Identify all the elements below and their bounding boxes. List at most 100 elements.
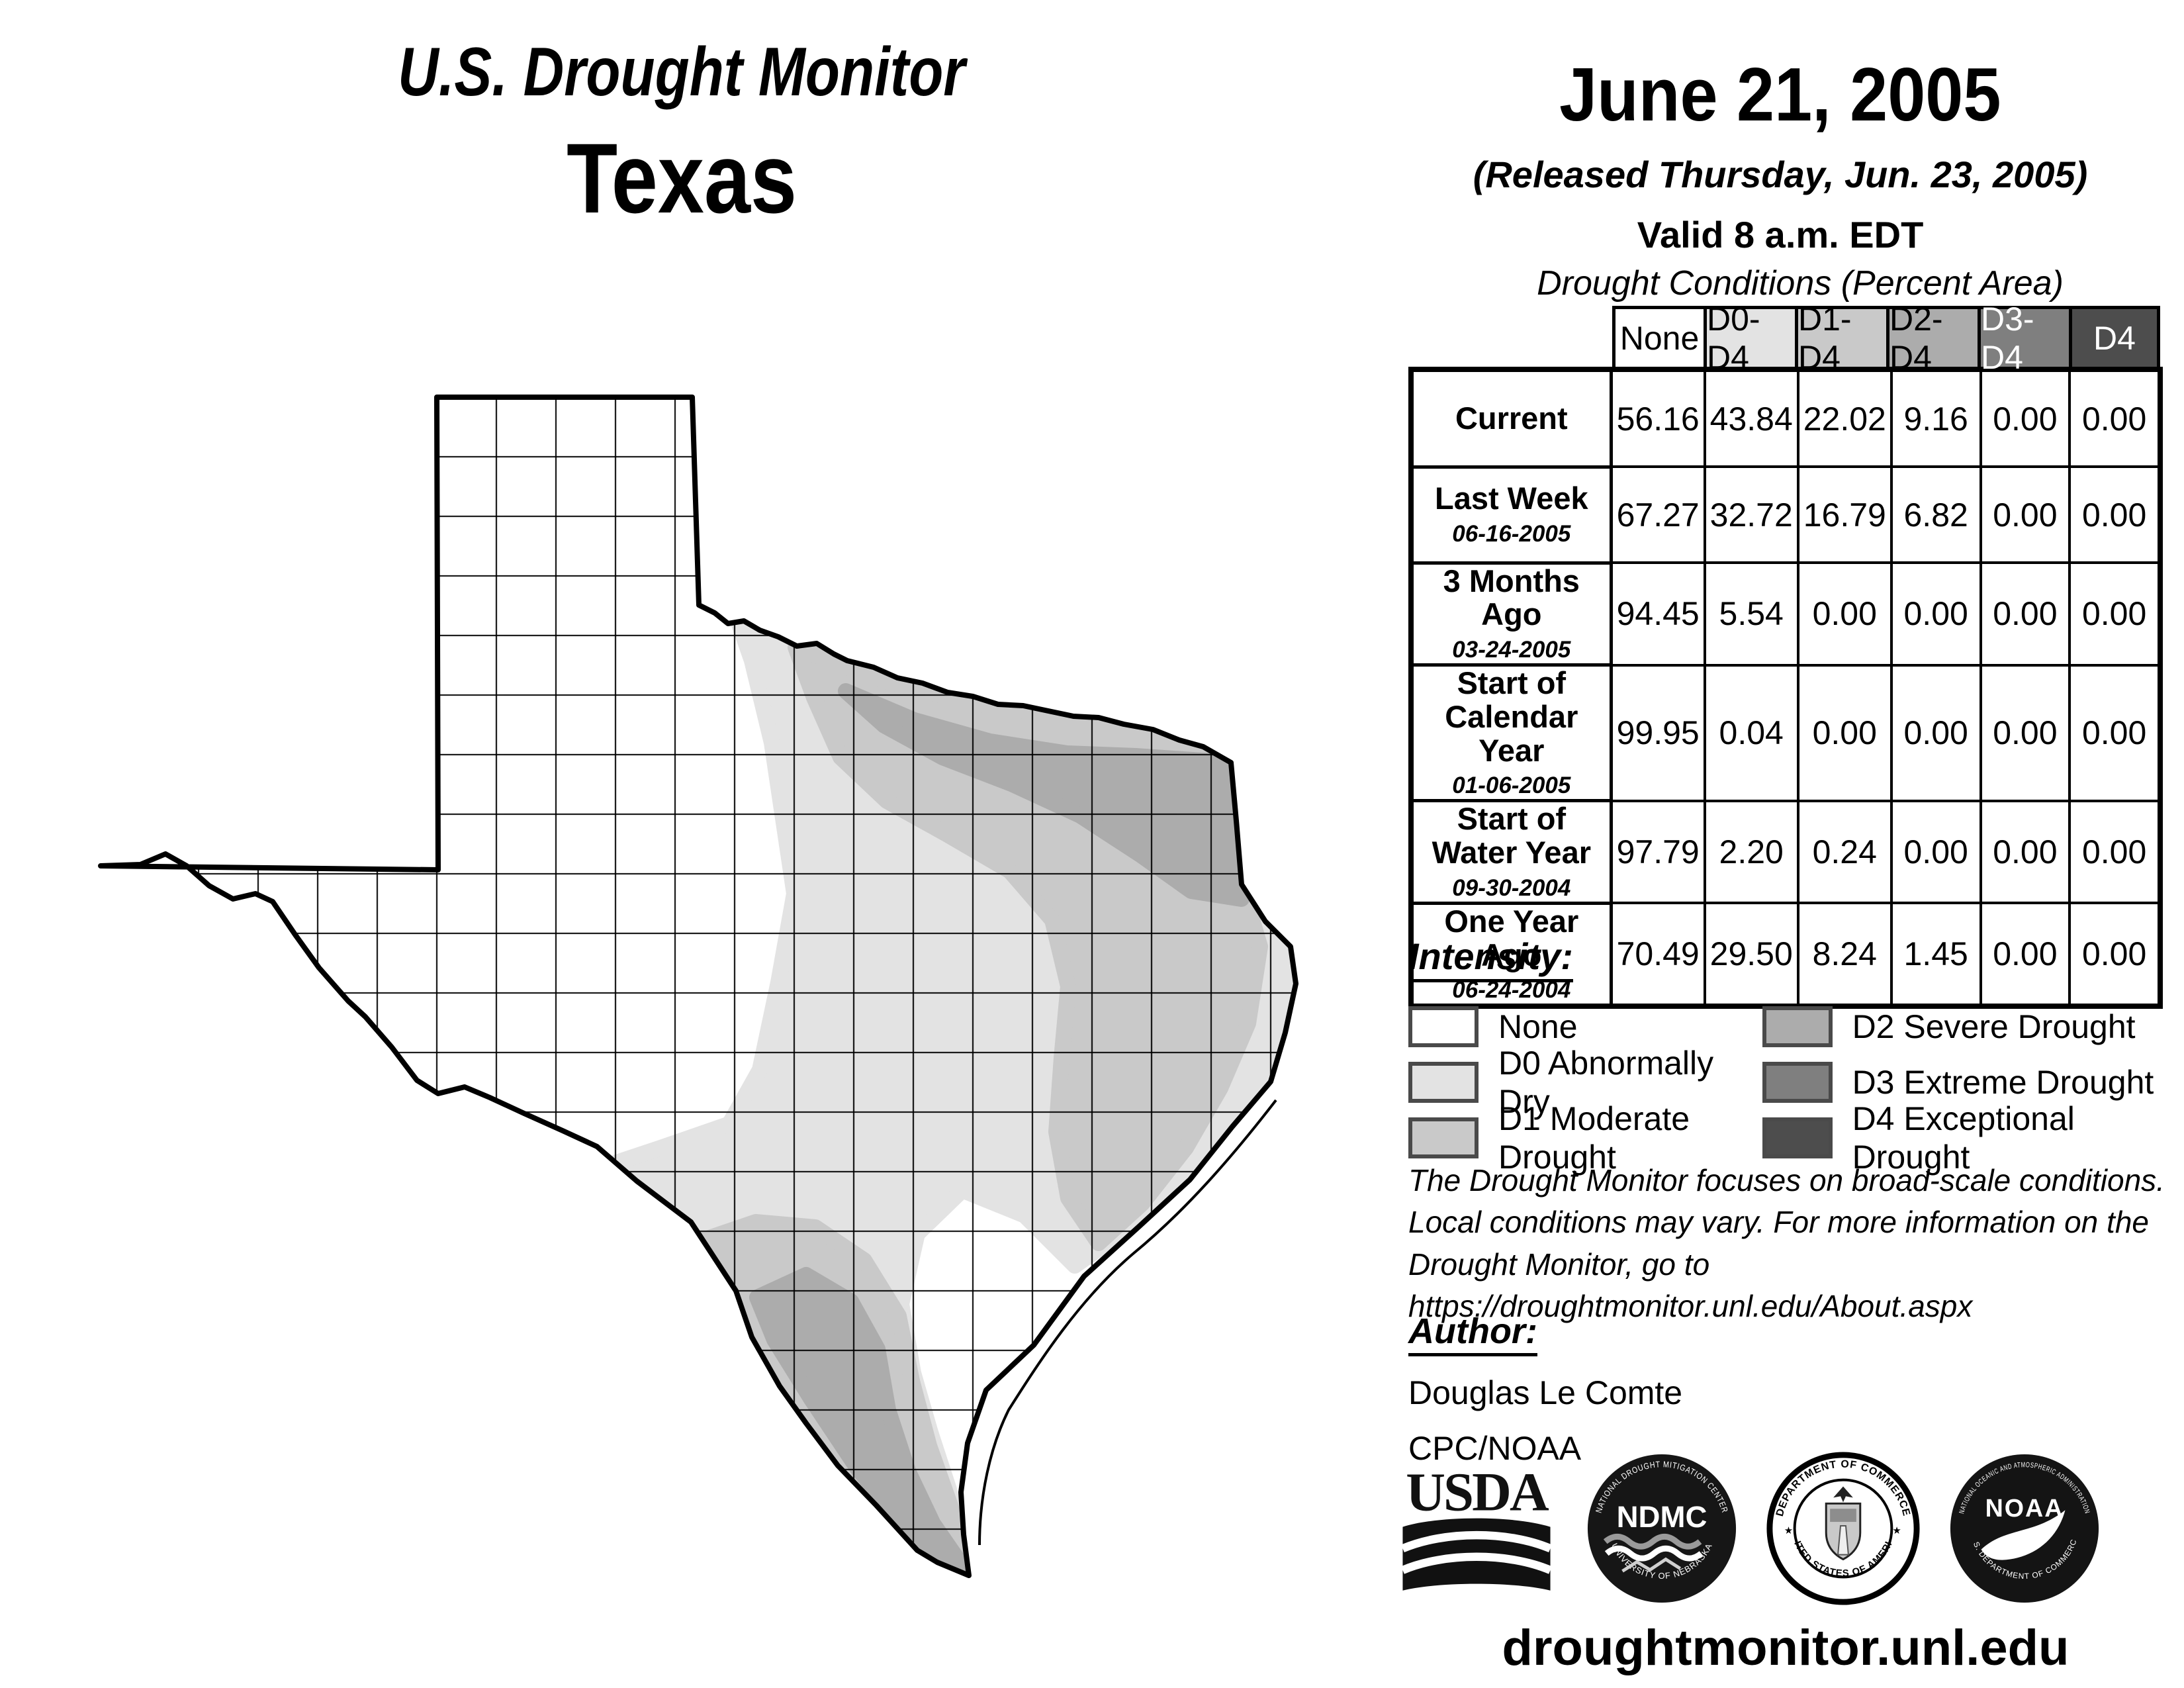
table-cell: 2.20 [1703, 799, 1799, 905]
texas-drought-map [66, 364, 1324, 1622]
table-cell: 0.00 [1889, 799, 1982, 905]
table-cell: 32.72 [1703, 465, 1799, 564]
legend-columns: None D0 Abnormally Dry D1 Moderate Drought… [1408, 1006, 2184, 1176]
commerce-logo: DEPARTMENT OF COMMERCE UNITED STATES OF … [1764, 1450, 1920, 1605]
disclaimer-text: The Drought Monitor focuses on broad-sca… [1408, 1160, 2184, 1328]
ndmc-wave-gray [1603, 1533, 1702, 1550]
legend-item: D2 Severe Drought [1762, 1006, 2184, 1047]
ndmc-circle [1587, 1454, 1737, 1603]
table-cell: 6.82 [1889, 465, 1982, 564]
table-cell: 22.02 [1796, 368, 1893, 468]
legend-label: D1 Moderate Drought [1498, 1100, 1690, 1176]
table-cell: 0.00 [1979, 799, 2071, 905]
table-row: Start of Calendar Year 01-06-2005 99.95 0.0… [1409, 663, 2161, 803]
noaa-seabird [1981, 1510, 2066, 1560]
commerce-eagle [1833, 1486, 1853, 1503]
table-cell: 0.00 [1979, 663, 2071, 802]
column-header-D1-D4: D1-D4 [1795, 301, 1886, 376]
table-cell: 0.00 [2068, 902, 2161, 1008]
table-title: Drought Conditions (Percent Area) [1537, 264, 2064, 303]
ndmc-logo: NATIONAL DROUGHT MITIGATION CENTER UNIVE… [1587, 1454, 1737, 1603]
table-body: Current 56.16 43.84 22.02 9.16 0.00 0.00 Last W… [1408, 367, 2163, 1009]
ndmc-name: NDMC [1617, 1500, 1707, 1534]
legend-column: D2 Severe Drought D3 Extreme Drought D4 Ex… [1762, 1006, 2184, 1176]
row-label: Current [1409, 367, 1613, 469]
legend-item: D4 Exceptional Drought [1762, 1100, 2184, 1176]
drought-region-d2-rio-grande-valley [749, 1267, 977, 1575]
barrier-island-coastline [978, 1099, 1277, 1546]
table-cell: 0.00 [2068, 663, 2161, 802]
table-row: Last Week 06-16-2005 67.27 32.72 16.79 6.82 0.… [1409, 465, 2161, 565]
table-cell: 56.16 [1610, 368, 1706, 468]
table-row: 3 Months Ago 03-24-2005 94.45 5.54 0.00 0.00 0… [1409, 561, 2161, 667]
table-cell: 0.04 [1703, 663, 1799, 802]
table-cell: 0.00 [2068, 465, 2161, 564]
legend-swatch [1408, 1006, 1479, 1047]
table-cell: 0.00 [1979, 368, 2071, 468]
table-cell: 70.49 [1610, 902, 1706, 1008]
drought-region-d2-northern-border [838, 683, 1250, 907]
table-row: Current 56.16 43.84 22.02 9.16 0.00 0.00 [1409, 367, 2161, 469]
state-title: Texas [567, 122, 797, 234]
ndmc-wave-white [1604, 1545, 1704, 1562]
author-block: Author: Douglas Le Comte CPC/NOAA [1408, 1311, 1682, 1468]
usda-logo: USDA [1401, 1461, 1552, 1591]
column-header-D2-D4: D2-D4 [1886, 301, 1978, 376]
table-cell: 0.00 [1889, 663, 1982, 802]
author-name: Douglas Le Comte [1408, 1374, 1683, 1411]
row-label-date: 01-06-2005 [1452, 773, 1571, 799]
legend-swatch [1762, 1117, 1833, 1158]
row-label-text: Current [1455, 400, 1568, 436]
legend-label: None [1498, 1008, 1578, 1045]
legend-column: None D0 Abnormally Dry D1 Moderate Drought [1408, 1006, 1762, 1176]
column-header-D3-D4: D3-D4 [1978, 301, 2069, 376]
usda-swoosh-1 [1401, 1530, 1552, 1552]
table-cell: 94.45 [1610, 561, 1706, 667]
commerce-lighthouse [1837, 1525, 1850, 1556]
table-cell: 0.00 [1979, 465, 2071, 564]
row-label: Start of Calendar Year 01-06-2005 [1409, 663, 1613, 803]
site-url: droughtmonitor.unl.edu [1502, 1620, 2070, 1676]
row-label: Last Week 06-16-2005 [1409, 465, 1613, 565]
author-heading: Author: [1408, 1311, 1537, 1356]
valid-time: Valid 8 a.m. EDT [1637, 214, 1924, 256]
drought-shading-layer [589, 596, 1296, 1575]
column-header-D0-D4: D0-D4 [1704, 301, 1795, 376]
legend-title: Intensity: [1408, 935, 1573, 982]
disclaimer-line: The Drought Monitor focuses on broad-sca… [1408, 1163, 2165, 1197]
legend-label: D0 Abnormally Dry [1498, 1045, 1714, 1120]
row-label: 3 Months Ago 03-24-2005 [1409, 561, 1613, 667]
legend-item: D1 Moderate Drought [1408, 1100, 1762, 1176]
row-label: Start of Water Year 09-30-2004 [1409, 799, 1613, 905]
column-header-None: None [1612, 306, 1704, 367]
row-label-date: 03-24-2005 [1452, 637, 1571, 663]
row-label-date: 09-30-2004 [1452, 874, 1571, 901]
table-cell: 97.79 [1610, 799, 1706, 905]
drought-conditions-table: None D0-D4 D1-D4 D2-D4 D3-D4 D4 Current 56.16 4… [1408, 301, 2163, 1009]
table-cell: 67.27 [1610, 465, 1706, 564]
usda-swoosh-2 [1401, 1552, 1552, 1574]
table-cell: 0.00 [1889, 561, 1982, 667]
noaa-circle [1950, 1454, 2099, 1603]
legend-item: None [1408, 1006, 1762, 1047]
texas-map-svg [98, 395, 1298, 1578]
legend-label: D3 Extreme Drought [1852, 1064, 2154, 1101]
legend-item: D3 Extreme Drought [1762, 1062, 2184, 1103]
table-cell: 5.54 [1703, 561, 1799, 667]
legend-item: D0 Abnormally Dry [1408, 1045, 1762, 1120]
table-row: One Year Ago 06-24-2004 70.49 29.50 8.24 1.45… [1409, 901, 2161, 1008]
disclaimer-line: Local conditions may vary. For more info… [1408, 1205, 2149, 1240]
legend-swatch [1762, 1062, 1833, 1103]
legend-label: D4 Exceptional Drought [1852, 1100, 2075, 1176]
table-cell: 0.00 [2068, 561, 2161, 667]
title-block: U.S. Drought Monitor Texas [278, 33, 1085, 236]
commerce-star-left: ★ [1784, 1526, 1793, 1536]
noaa-name: NOAA [1985, 1494, 2064, 1522]
table-cell: 0.00 [1979, 561, 2071, 667]
usda-logo-text: USDA [1406, 1461, 1549, 1522]
row-label-text: 3 Months Ago [1443, 563, 1580, 632]
legend-swatch [1408, 1062, 1479, 1103]
table-cell: 0.00 [2068, 368, 2161, 468]
ndmc-ground-lines [1621, 1557, 1682, 1573]
legend-swatch [1762, 1006, 1833, 1047]
